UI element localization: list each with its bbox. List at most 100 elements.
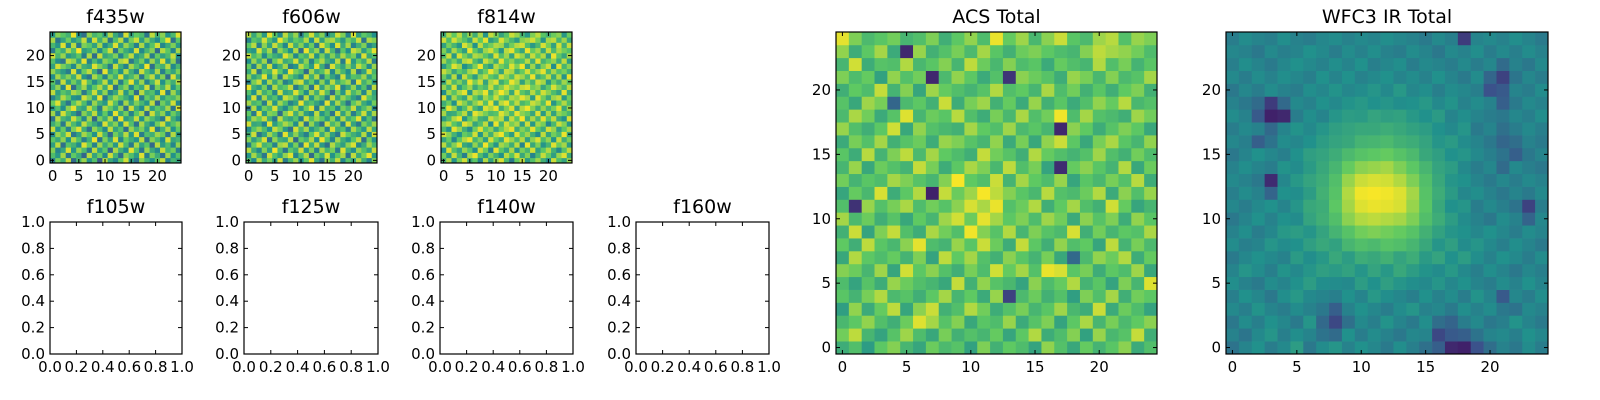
- heatmap-cell: [287, 63, 294, 70]
- heatmap-cell: [482, 79, 489, 85]
- heatmap-cell: [1144, 83, 1158, 97]
- heatmap-cell: [1329, 122, 1343, 136]
- heatmap-cell: [160, 63, 166, 70]
- heatmap-cell: [566, 32, 573, 38]
- y-tick-label: 1.0: [21, 213, 45, 231]
- heatmap-cell: [139, 147, 145, 153]
- heatmap-cell: [509, 52, 515, 59]
- heatmap-cell: [1054, 263, 1068, 278]
- heatmap-cell: [1079, 199, 1094, 213]
- heatmap-cell: [1354, 225, 1369, 239]
- heatmap-cell: [139, 73, 145, 80]
- heatmap-cell: [170, 157, 177, 164]
- heatmap-cell: [128, 79, 135, 85]
- heatmap-cell: [524, 79, 531, 85]
- heatmap-cell: [1522, 57, 1536, 71]
- heatmap-cell: [165, 131, 171, 138]
- heatmap-cell: [1341, 199, 1356, 213]
- heatmap-cell: [128, 147, 135, 153]
- heatmap-cell: [1264, 70, 1278, 84]
- heatmap-cell: [1444, 289, 1459, 303]
- heatmap-cell: [272, 94, 278, 101]
- y-tick-label: 5: [821, 274, 831, 292]
- heatmap-cell: [535, 52, 541, 59]
- heatmap-cell: [900, 238, 914, 252]
- heatmap-cell: [456, 100, 463, 106]
- heatmap-cell: [441, 58, 447, 64]
- heatmap-cell: [123, 142, 129, 148]
- heatmap-cell: [1238, 341, 1253, 355]
- heatmap-cell: [509, 136, 515, 143]
- x-tick-label: 0.2: [259, 358, 283, 376]
- heatmap-cell: [1316, 173, 1330, 187]
- heatmap-cell: [488, 94, 494, 101]
- heatmap-cell: [913, 135, 927, 149]
- heatmap-cell: [488, 68, 494, 75]
- heatmap-cell: [361, 126, 367, 132]
- heatmap-cell: [1535, 147, 1549, 162]
- heatmap-cell: [1341, 186, 1356, 200]
- heatmap-cell: [938, 109, 952, 123]
- heatmap-cell: [556, 142, 562, 148]
- heatmap-cell: [371, 126, 378, 132]
- heatmap-cell: [123, 63, 129, 70]
- heatmap-cell: [1131, 186, 1145, 200]
- heatmap-cell: [324, 105, 331, 111]
- heatmap-cell: [545, 110, 552, 117]
- heatmap-cell: [1367, 302, 1381, 316]
- heatmap-cell: [308, 37, 315, 43]
- heatmap-cell: [1393, 199, 1407, 213]
- y-tick-label: 0.8: [607, 239, 631, 257]
- heatmap-cell: [1354, 250, 1369, 265]
- heatmap-cell: [509, 100, 515, 106]
- heatmap-cell: [345, 42, 352, 49]
- heatmap-cell: [1303, 302, 1317, 316]
- heatmap-cell: [836, 250, 850, 265]
- heatmap-cell: [356, 147, 362, 153]
- heatmap-cell: [1092, 250, 1106, 265]
- heatmap-cell: [86, 105, 93, 111]
- heatmap-cell: [482, 131, 489, 138]
- heatmap-cell: [461, 115, 468, 122]
- heatmap-cell: [951, 276, 965, 290]
- heatmap-cell: [493, 37, 499, 43]
- heatmap-cell: [488, 115, 494, 122]
- heatmap-cell: [139, 152, 145, 159]
- heatmap-cell: [1028, 57, 1042, 71]
- heatmap-cell: [509, 73, 515, 80]
- heatmap-cell: [81, 42, 88, 49]
- heatmap-cell: [1067, 173, 1081, 187]
- heatmap-cell: [1118, 212, 1132, 226]
- heatmap-cell: [1303, 341, 1317, 355]
- heatmap-cell: [1432, 315, 1446, 329]
- heatmap-cell: [1054, 315, 1068, 329]
- heatmap-cell: [848, 186, 863, 200]
- heatmap-cell: [266, 89, 273, 96]
- heatmap-cell: [251, 115, 257, 122]
- heatmap-cell: [990, 328, 1004, 342]
- heatmap-cell: [477, 73, 484, 80]
- heatmap-cell: [472, 84, 479, 90]
- heatmap-cell: [60, 68, 67, 75]
- heatmap-cell: [566, 89, 573, 96]
- heatmap-cell: [488, 121, 494, 127]
- heatmap-cell: [314, 63, 320, 70]
- heatmap-cell: [540, 47, 547, 54]
- heatmap-cell: [81, 147, 88, 153]
- heatmap-cell: [308, 52, 315, 59]
- heatmap-cell: [1470, 302, 1484, 316]
- heatmap-cell: [977, 32, 991, 46]
- heatmap-cell: [938, 32, 952, 46]
- heatmap-cell: [1470, 238, 1484, 252]
- heatmap-cell: [1496, 70, 1510, 84]
- heatmap-cell: [861, 302, 875, 316]
- heatmap-cell: [467, 147, 473, 153]
- heatmap-cell: [493, 105, 499, 111]
- heatmap-cell: [1354, 341, 1369, 355]
- heatmap-cell: [1316, 70, 1330, 84]
- heatmap-cell: [1354, 276, 1369, 290]
- heatmap-cell: [900, 199, 914, 213]
- heatmap-cell: [951, 160, 965, 175]
- heatmap-cell: [493, 126, 499, 132]
- heatmap-cell: [282, 152, 289, 159]
